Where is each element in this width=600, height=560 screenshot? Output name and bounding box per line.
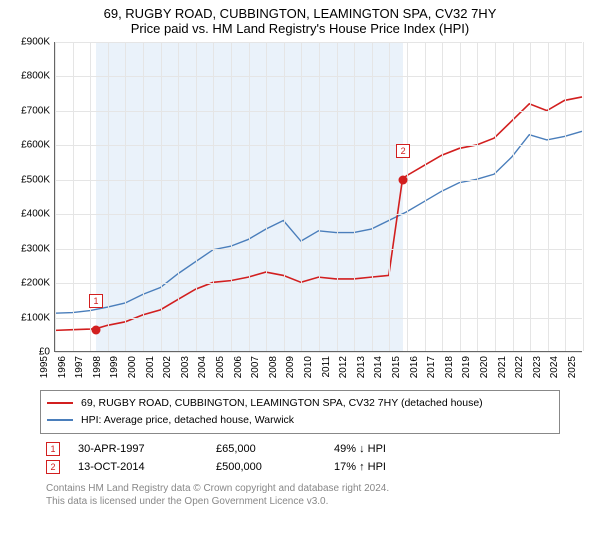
sale-date: 13-OCT-2014 bbox=[78, 461, 198, 473]
y-tick-label: £300K bbox=[10, 243, 50, 254]
y-tick-label: £800K bbox=[10, 71, 50, 82]
footnote-line2: This data is licensed under the Open Gov… bbox=[46, 495, 554, 509]
sales-row: 2 13-OCT-2014 £500,000 17% ↑ HPI bbox=[40, 458, 560, 476]
legend-label-hpi: HPI: Average price, detached house, Warw… bbox=[81, 412, 294, 429]
sale-delta: 17% ↑ HPI bbox=[334, 461, 454, 473]
chart: £0£100K£200K£300K£400K£500K£600K£700K£80… bbox=[10, 42, 590, 382]
footnote: Contains HM Land Registry data © Crown c… bbox=[40, 482, 560, 509]
footnote-line1: Contains HM Land Registry data © Crown c… bbox=[46, 482, 554, 496]
title-address: 69, RUGBY ROAD, CUBBINGTON, LEAMINGTON S… bbox=[0, 6, 600, 21]
sale-marker-box-2: 2 bbox=[396, 144, 410, 158]
y-tick-label: £100K bbox=[10, 312, 50, 323]
title-subtitle: Price paid vs. HM Land Registry's House … bbox=[0, 21, 600, 36]
y-tick-label: £700K bbox=[10, 105, 50, 116]
y-tick-label: £900K bbox=[10, 37, 50, 48]
sale-marker-2: 2 bbox=[46, 460, 60, 474]
y-tick-label: £600K bbox=[10, 140, 50, 151]
x-tick-label: 2025 bbox=[567, 356, 597, 378]
sale-dot-2 bbox=[399, 175, 408, 184]
legend: 69, RUGBY ROAD, CUBBINGTON, LEAMINGTON S… bbox=[40, 390, 560, 434]
title-block: 69, RUGBY ROAD, CUBBINGTON, LEAMINGTON S… bbox=[0, 0, 600, 38]
y-tick-label: £200K bbox=[10, 278, 50, 289]
plot-area: 12 bbox=[54, 42, 582, 352]
sale-delta: 49% ↓ HPI bbox=[334, 443, 454, 455]
y-tick-label: £500K bbox=[10, 174, 50, 185]
sale-price: £65,000 bbox=[216, 443, 316, 455]
legend-swatch-property bbox=[47, 402, 73, 404]
sale-marker-1: 1 bbox=[46, 442, 60, 456]
sale-price: £500,000 bbox=[216, 461, 316, 473]
sale-date: 30-APR-1997 bbox=[78, 443, 198, 455]
sales-table: 1 30-APR-1997 £65,000 49% ↓ HPI 2 13-OCT… bbox=[40, 440, 560, 476]
sale-dot-1 bbox=[92, 325, 101, 334]
legend-label-property: 69, RUGBY ROAD, CUBBINGTON, LEAMINGTON S… bbox=[81, 395, 483, 412]
legend-row-hpi: HPI: Average price, detached house, Warw… bbox=[47, 412, 553, 429]
sales-row: 1 30-APR-1997 £65,000 49% ↓ HPI bbox=[40, 440, 560, 458]
legend-swatch-hpi bbox=[47, 419, 73, 421]
y-tick-label: £400K bbox=[10, 209, 50, 220]
sale-marker-box-1: 1 bbox=[89, 294, 103, 308]
legend-row-property: 69, RUGBY ROAD, CUBBINGTON, LEAMINGTON S… bbox=[47, 395, 553, 412]
